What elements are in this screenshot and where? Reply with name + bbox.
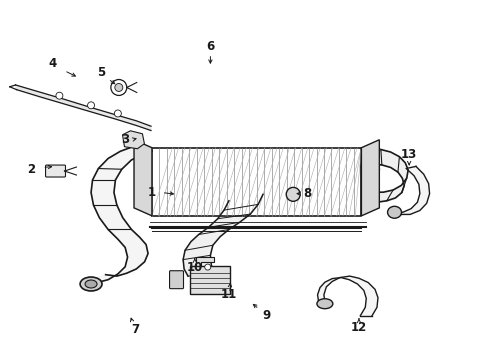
Polygon shape <box>152 148 361 216</box>
Polygon shape <box>361 140 379 216</box>
Polygon shape <box>122 131 144 149</box>
Text: 6: 6 <box>206 40 214 53</box>
Polygon shape <box>183 194 263 276</box>
Ellipse shape <box>316 299 332 309</box>
Ellipse shape <box>387 206 401 218</box>
Polygon shape <box>317 276 377 316</box>
Polygon shape <box>190 266 230 294</box>
Polygon shape <box>394 166 429 215</box>
Polygon shape <box>87 148 152 282</box>
Polygon shape <box>368 148 407 202</box>
Ellipse shape <box>80 277 102 291</box>
Text: 8: 8 <box>303 187 311 200</box>
Text: 4: 4 <box>48 57 56 70</box>
Text: 9: 9 <box>262 309 270 322</box>
Text: 2: 2 <box>27 163 35 176</box>
Text: 1: 1 <box>147 186 156 199</box>
FancyBboxPatch shape <box>169 271 183 289</box>
Polygon shape <box>195 257 213 271</box>
Text: 12: 12 <box>350 321 366 334</box>
Circle shape <box>111 80 126 95</box>
Circle shape <box>204 264 210 270</box>
Circle shape <box>285 187 300 201</box>
Ellipse shape <box>85 280 97 288</box>
Text: 3: 3 <box>121 133 129 146</box>
Circle shape <box>115 84 122 91</box>
FancyBboxPatch shape <box>45 165 65 177</box>
Text: 13: 13 <box>400 148 416 161</box>
Text: 7: 7 <box>131 323 139 336</box>
Polygon shape <box>134 140 152 216</box>
Polygon shape <box>16 85 151 131</box>
Circle shape <box>56 92 63 99</box>
Text: 5: 5 <box>97 66 105 79</box>
Text: 11: 11 <box>221 288 237 301</box>
Circle shape <box>114 110 121 117</box>
Text: 10: 10 <box>186 261 203 274</box>
Circle shape <box>87 102 94 109</box>
